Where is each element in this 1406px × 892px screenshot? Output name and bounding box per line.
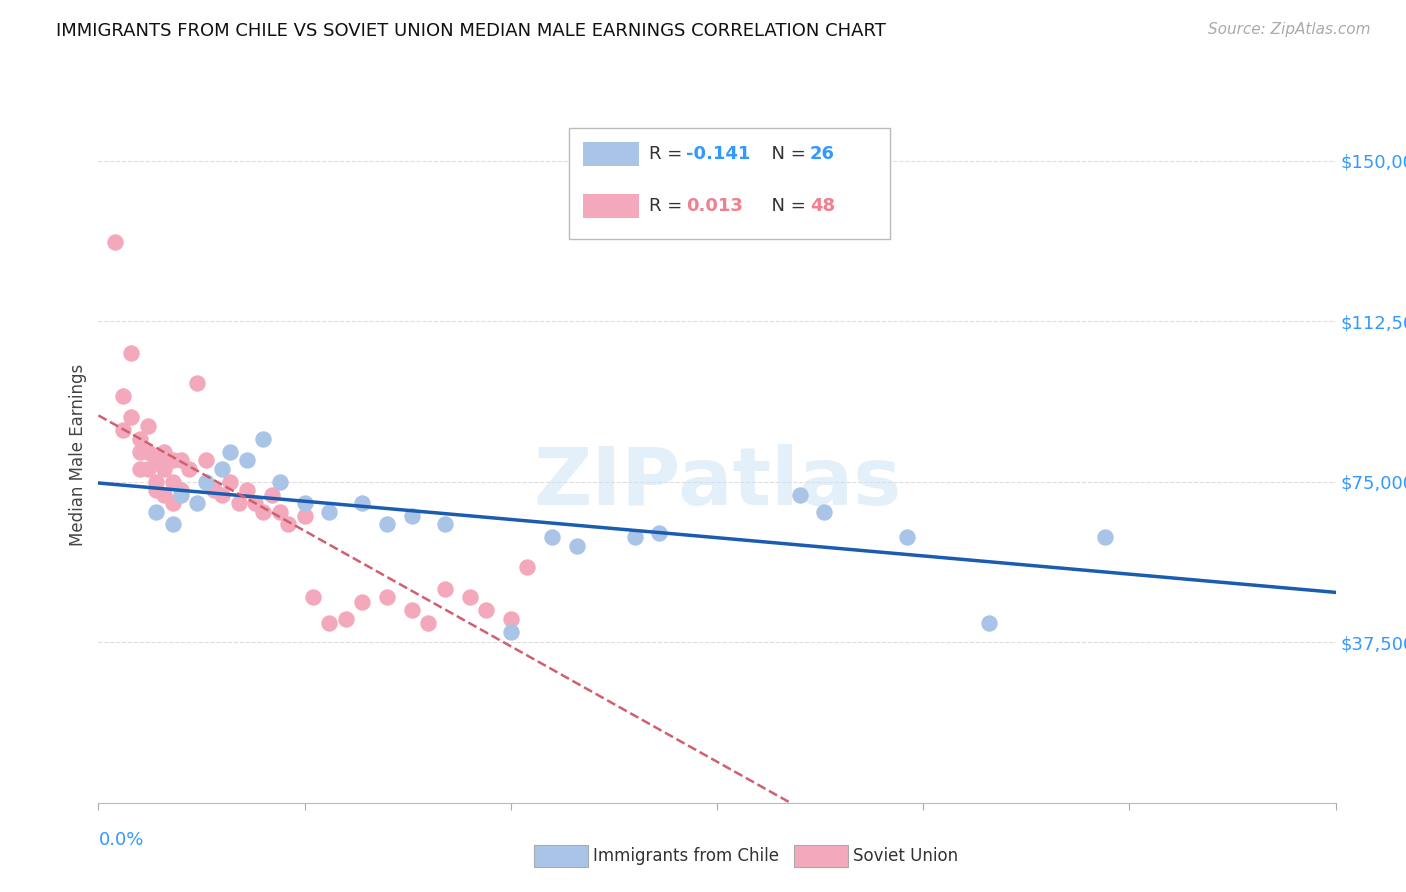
Point: [170, 453, 193, 467]
Point: [896, 530, 918, 544]
Point: [565, 539, 588, 553]
Point: [179, 462, 201, 476]
FancyBboxPatch shape: [568, 128, 890, 239]
Point: [433, 582, 456, 596]
Point: [145, 475, 167, 489]
Point: [136, 462, 159, 476]
Point: [170, 487, 193, 501]
Point: [112, 423, 135, 437]
Point: [194, 475, 217, 489]
Point: [211, 487, 233, 501]
Point: [294, 496, 316, 510]
Point: [136, 444, 159, 458]
Text: N =: N =: [761, 197, 811, 215]
Point: [401, 508, 423, 523]
Text: Soviet Union: Soviet Union: [853, 847, 959, 865]
Point: [162, 475, 184, 489]
Text: R =: R =: [650, 145, 688, 163]
Text: 48: 48: [810, 197, 835, 215]
Point: [302, 591, 325, 605]
Point: [418, 615, 440, 630]
Y-axis label: Median Male Earnings: Median Male Earnings: [69, 364, 87, 546]
Text: -0.141: -0.141: [686, 145, 751, 163]
Point: [128, 444, 150, 458]
Point: [170, 483, 193, 498]
Point: [228, 496, 250, 510]
Point: [128, 432, 150, 446]
Point: [145, 505, 167, 519]
Text: R =: R =: [650, 197, 688, 215]
Point: [120, 346, 142, 360]
Point: [112, 389, 135, 403]
Point: [219, 444, 242, 458]
Point: [252, 432, 274, 446]
Text: ZIPatlas: ZIPatlas: [533, 443, 901, 522]
Point: [789, 487, 811, 501]
Point: [352, 496, 374, 510]
Point: [269, 505, 291, 519]
Point: [162, 496, 184, 510]
FancyBboxPatch shape: [583, 142, 640, 166]
Point: [211, 462, 233, 476]
Point: [162, 453, 184, 467]
Point: [186, 376, 208, 391]
Point: [236, 453, 259, 467]
Point: [252, 505, 274, 519]
Point: [294, 508, 316, 523]
Point: [104, 235, 127, 249]
Point: [623, 530, 645, 544]
Text: IMMIGRANTS FROM CHILE VS SOVIET UNION MEDIAN MALE EARNINGS CORRELATION CHART: IMMIGRANTS FROM CHILE VS SOVIET UNION ME…: [56, 22, 886, 40]
Point: [219, 475, 242, 489]
Point: [145, 453, 167, 467]
Text: N =: N =: [761, 145, 811, 163]
Point: [499, 624, 522, 639]
Point: [186, 496, 208, 510]
Point: [401, 603, 423, 617]
Point: [352, 594, 374, 608]
Point: [458, 591, 481, 605]
Point: [136, 419, 159, 434]
Point: [260, 487, 283, 501]
Point: [813, 505, 835, 519]
Point: [375, 517, 398, 532]
Point: [153, 487, 176, 501]
Text: 0.013: 0.013: [686, 197, 742, 215]
Text: 26: 26: [810, 145, 835, 163]
Point: [120, 410, 142, 425]
Point: [145, 483, 167, 498]
Point: [979, 615, 1001, 630]
Text: Source: ZipAtlas.com: Source: ZipAtlas.com: [1208, 22, 1371, 37]
Point: [318, 505, 340, 519]
Point: [236, 483, 259, 498]
Point: [516, 560, 538, 574]
Point: [499, 612, 522, 626]
Point: [153, 444, 176, 458]
Point: [128, 462, 150, 476]
Point: [269, 475, 291, 489]
Point: [162, 517, 184, 532]
FancyBboxPatch shape: [583, 194, 640, 219]
Point: [433, 517, 456, 532]
Point: [194, 453, 217, 467]
Point: [475, 603, 498, 617]
Text: Immigrants from Chile: Immigrants from Chile: [593, 847, 779, 865]
Point: [335, 612, 357, 626]
Point: [375, 591, 398, 605]
Point: [243, 496, 266, 510]
Point: [277, 517, 299, 532]
Point: [648, 526, 671, 541]
Point: [153, 462, 176, 476]
Point: [202, 483, 225, 498]
Point: [541, 530, 564, 544]
Point: [318, 615, 340, 630]
Point: [1094, 530, 1116, 544]
Text: 0.0%: 0.0%: [98, 830, 143, 848]
